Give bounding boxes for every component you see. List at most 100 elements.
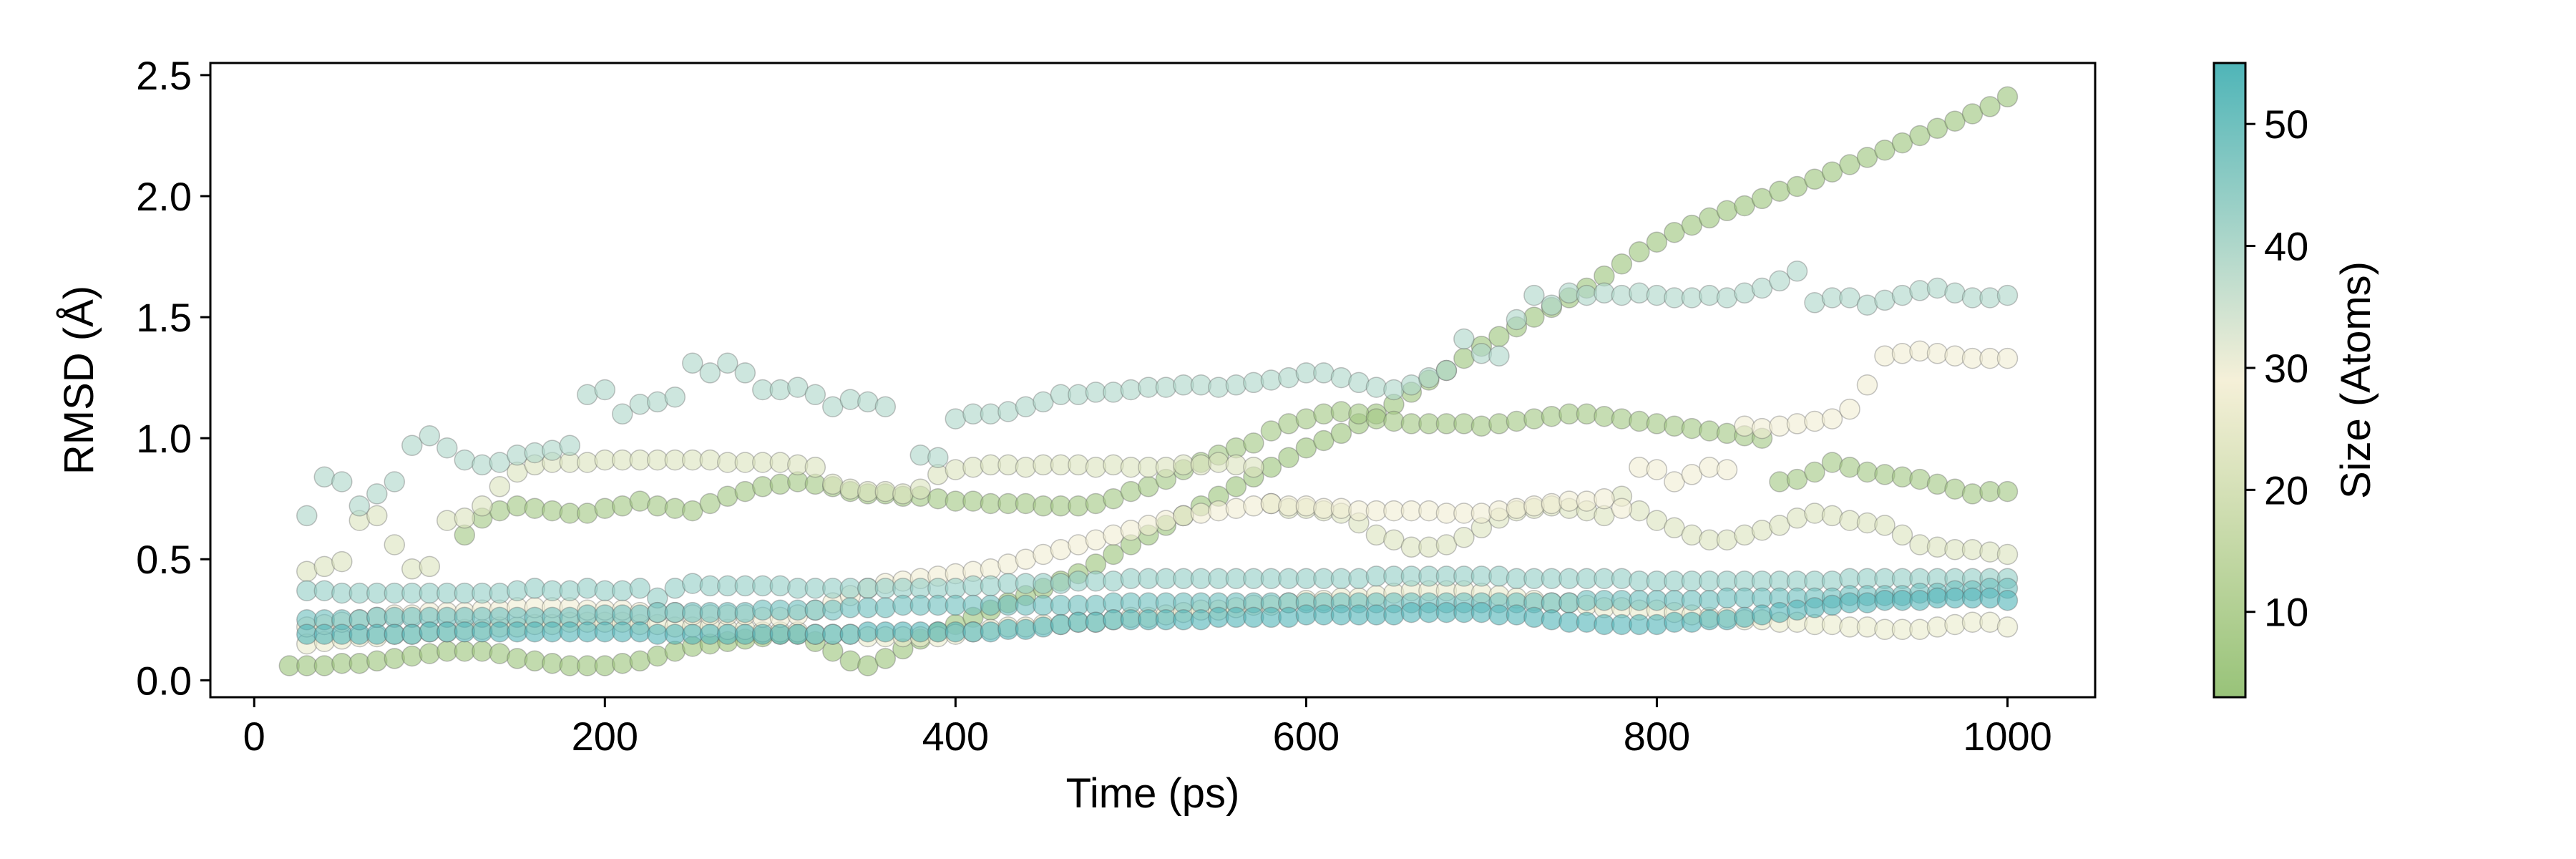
- data-point: [1383, 410, 1405, 432]
- data-point: [1155, 510, 1177, 531]
- series-44-atoms: [296, 566, 2019, 609]
- data-point: [1629, 282, 1650, 304]
- data-point: [1926, 536, 1948, 558]
- data-point: [1506, 309, 1528, 331]
- data-point: [1874, 139, 1896, 161]
- data-point: [1821, 161, 1843, 183]
- data-point: [1190, 374, 1212, 396]
- data-point: [1383, 379, 1405, 401]
- data-point: [559, 580, 581, 601]
- x-tick-label: 200: [572, 714, 638, 759]
- data-point: [1944, 613, 1966, 636]
- data-point: [1629, 456, 1650, 478]
- plot-frame: [209, 62, 2097, 699]
- data-point: [1699, 207, 1720, 229]
- data-point: [313, 466, 336, 488]
- data-point: [1996, 543, 2019, 566]
- data-point: [1576, 284, 1598, 306]
- data-point: [1734, 195, 1755, 217]
- data-point: [1909, 280, 1931, 301]
- data-point: [717, 352, 738, 374]
- data-point: [1488, 345, 1510, 367]
- data-point: [1804, 410, 1825, 432]
- data-point: [647, 495, 668, 517]
- data-point: [1804, 597, 1825, 618]
- data-point: [1891, 466, 1913, 488]
- data-point: [997, 454, 1019, 476]
- data-point: [1699, 609, 1720, 631]
- data-point: [1611, 498, 1633, 519]
- colorbar-label: Size (Atoms): [2333, 261, 2379, 499]
- data-point: [1453, 328, 1475, 350]
- colorbar-tick-label: 40: [2264, 224, 2308, 269]
- data-point: [839, 389, 862, 410]
- data-point: [699, 449, 721, 471]
- data-point: [1611, 253, 1633, 275]
- data-point: [1874, 515, 1896, 536]
- data-point: [1699, 589, 1720, 611]
- data-point: [664, 578, 686, 599]
- data-point: [682, 500, 703, 522]
- data-point: [1418, 367, 1440, 389]
- data-point: [524, 498, 546, 519]
- y-axis-label: RMSD (Å): [56, 286, 102, 475]
- data-point: [1453, 413, 1475, 435]
- data-point: [1243, 372, 1264, 394]
- data-point: [945, 490, 967, 512]
- data-point: [419, 643, 441, 664]
- data-point: [401, 645, 423, 667]
- data-point: [1646, 613, 1668, 636]
- data-point: [1488, 326, 1510, 347]
- data-point: [507, 445, 528, 466]
- data-point: [1681, 287, 1703, 309]
- data-point: [1839, 510, 1860, 531]
- data-point: [1190, 503, 1212, 524]
- data-point: [1891, 524, 1913, 546]
- data-point: [1278, 367, 1299, 389]
- data-point: [1295, 408, 1317, 430]
- data-point: [1786, 175, 1808, 198]
- data-point: [1856, 461, 1878, 483]
- data-point: [1050, 613, 1072, 636]
- data-point: [1926, 117, 1948, 140]
- data-point: [1804, 292, 1825, 314]
- data-point: [366, 650, 388, 672]
- y-tick-label: 2.5: [136, 53, 192, 98]
- data-point: [401, 435, 423, 457]
- data-point: [1330, 422, 1352, 445]
- data-point: [1646, 231, 1668, 253]
- data-point: [1068, 384, 1089, 406]
- data-point: [945, 594, 967, 616]
- data-point: [313, 580, 336, 601]
- data-point: [1506, 410, 1528, 432]
- data-point: [1576, 403, 1598, 425]
- data-point: [629, 621, 651, 643]
- data-point: [1734, 282, 1755, 304]
- data-point: [1488, 566, 1510, 587]
- data-point: [1278, 447, 1299, 468]
- data-point: [1523, 606, 1545, 629]
- data-point: [1891, 343, 1913, 364]
- data-point: [874, 597, 897, 618]
- data-point: [1699, 570, 1720, 592]
- data-point: [1944, 478, 1966, 500]
- data-point: [1664, 221, 1685, 243]
- data-point: [1944, 345, 1966, 367]
- data-point: [1138, 515, 1159, 536]
- data-point: [1909, 618, 1931, 641]
- data-point: [384, 648, 406, 669]
- data-point: [927, 447, 949, 468]
- data-point: [980, 403, 1002, 425]
- series-54-atoms: [296, 587, 2019, 645]
- data-point: [1821, 408, 1843, 430]
- data-point: [1033, 543, 1054, 566]
- data-point: [524, 578, 546, 599]
- data-point: [839, 478, 862, 500]
- data-point: [594, 655, 616, 676]
- data-point: [524, 650, 546, 672]
- data-point: [857, 391, 879, 413]
- colorbar-tick-label: 50: [2264, 102, 2308, 147]
- data-point: [1348, 403, 1370, 425]
- data-point: [1208, 500, 1229, 522]
- data-point: [1926, 473, 1948, 495]
